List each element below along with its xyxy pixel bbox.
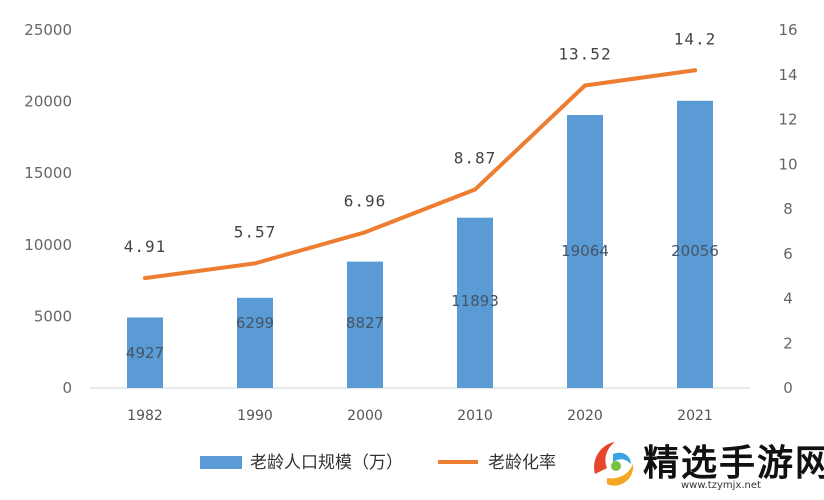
bar-value-label: 4927 bbox=[126, 344, 164, 362]
left-tick-label: 0 bbox=[62, 379, 72, 397]
category-label: 2000 bbox=[347, 408, 383, 424]
bar bbox=[567, 115, 603, 389]
line-point bbox=[363, 230, 367, 235]
bar-value-label: 19064 bbox=[561, 242, 609, 260]
line-path bbox=[143, 68, 697, 281]
bar bbox=[127, 317, 163, 388]
right-tick-label: 2 bbox=[783, 334, 793, 352]
legend: 老龄人口规模（万） 老龄化率 bbox=[200, 453, 556, 473]
right-tick-label: 10 bbox=[778, 155, 797, 173]
x-axis-categories: 1982 1990 2000 2010 2020 2021 bbox=[127, 408, 713, 424]
bar-value-label: 20056 bbox=[671, 242, 719, 260]
line-data-labels: 4.91 5.57 6.96 8.87 13.52 14.2 bbox=[124, 29, 717, 256]
left-tick-label: 20000 bbox=[24, 93, 72, 111]
right-tick-label: 14 bbox=[778, 66, 797, 84]
line-point bbox=[253, 261, 257, 266]
bar bbox=[347, 261, 383, 388]
right-tick-label: 4 bbox=[783, 290, 793, 308]
category-label: 2010 bbox=[457, 408, 493, 424]
watermark-title: 精选手游网 bbox=[643, 443, 824, 484]
bar-value-label: 6299 bbox=[236, 314, 274, 332]
bar-series bbox=[127, 100, 713, 389]
right-tick-label: 16 bbox=[778, 21, 797, 39]
line-series bbox=[143, 68, 697, 281]
right-tick-label: 0 bbox=[783, 379, 793, 397]
watermark-logo-icon bbox=[594, 442, 634, 486]
line-point bbox=[583, 83, 587, 88]
right-axis: 0 2 4 6 8 10 12 14 16 bbox=[778, 21, 797, 397]
legend-bar-swatch bbox=[200, 456, 242, 469]
left-tick-label: 15000 bbox=[24, 164, 72, 182]
line-value-label: 8.87 bbox=[454, 149, 497, 168]
line-point bbox=[693, 68, 697, 73]
line-value-label: 13.52 bbox=[558, 44, 611, 63]
category-label: 1990 bbox=[237, 408, 273, 424]
left-tick-label: 10000 bbox=[24, 236, 72, 254]
left-tick-label: 25000 bbox=[24, 21, 72, 39]
legend-bar-label: 老龄人口规模（万） bbox=[250, 453, 403, 473]
left-tick-label: 5000 bbox=[34, 307, 72, 325]
line-value-label: 5.57 bbox=[234, 222, 277, 241]
bar bbox=[677, 100, 713, 388]
watermark-url: www.tzymjx.net bbox=[681, 480, 761, 491]
line-value-label: 6.96 bbox=[344, 191, 387, 210]
bar-value-label: 11893 bbox=[451, 292, 499, 310]
category-label: 2020 bbox=[567, 408, 603, 424]
line-point bbox=[143, 276, 147, 281]
category-label: 1982 bbox=[127, 408, 163, 424]
line-point bbox=[473, 187, 477, 192]
right-tick-label: 8 bbox=[783, 200, 793, 218]
bar bbox=[457, 217, 493, 388]
bar bbox=[237, 297, 273, 388]
left-axis: 0 5000 10000 15000 20000 25000 bbox=[24, 21, 72, 397]
right-tick-label: 12 bbox=[778, 111, 797, 129]
category-label: 2021 bbox=[677, 408, 713, 424]
watermark: 精选手游网 www.tzymjx.net bbox=[585, 432, 824, 498]
right-tick-label: 6 bbox=[783, 245, 793, 263]
legend-line-label: 老龄化率 bbox=[488, 453, 556, 473]
bar-data-labels: 4927 6299 8827 11893 19064 20056 bbox=[126, 242, 719, 362]
line-value-label: 4.91 bbox=[124, 237, 167, 256]
line-value-label: 14.2 bbox=[674, 29, 717, 48]
bar-value-label: 8827 bbox=[346, 314, 384, 332]
